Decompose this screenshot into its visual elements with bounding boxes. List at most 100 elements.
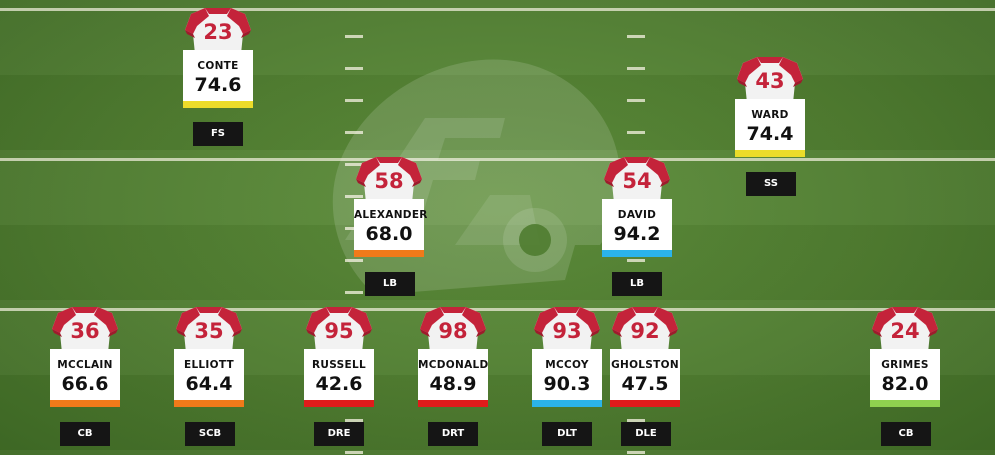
jersey-icon xyxy=(604,157,670,203)
hash-mark xyxy=(345,163,363,166)
grade-card: GHOLSTON 47.5 xyxy=(610,349,680,407)
jersey-number: 98 xyxy=(438,319,468,343)
hash-mark xyxy=(345,259,363,262)
position-label: SCB xyxy=(185,422,235,446)
player-grade: 82.0 xyxy=(881,373,929,395)
hash-mark xyxy=(627,99,645,102)
grade-color-bar xyxy=(174,400,244,407)
jersey-number: 23 xyxy=(203,20,233,44)
position-label: SS xyxy=(746,172,796,196)
player-card[interactable]: 95 RUSSELL 42.6 xyxy=(304,307,374,407)
jersey-number: 36 xyxy=(70,319,100,343)
yard-line xyxy=(0,8,995,11)
hash-mark xyxy=(345,419,363,422)
grade-card: ELLIOTT 64.4 xyxy=(174,349,244,407)
jersey: 24 xyxy=(870,307,940,353)
grade-color-bar xyxy=(304,400,374,407)
hash-mark xyxy=(345,35,363,38)
grade-color-bar xyxy=(50,400,120,407)
jersey-icon xyxy=(534,307,600,353)
player-grade: 90.3 xyxy=(543,373,591,395)
player-card[interactable]: 54 DAVID 94.2 xyxy=(602,157,672,257)
jersey: 58 xyxy=(354,157,424,203)
jersey: 43 xyxy=(735,57,805,103)
hash-mark xyxy=(345,451,363,454)
position-label: LB xyxy=(365,272,415,296)
player-name: GRIMES xyxy=(881,359,929,371)
hash-mark xyxy=(627,35,645,38)
grade-color-bar xyxy=(354,250,424,257)
player-grade: 42.6 xyxy=(315,373,363,395)
hash-mark xyxy=(627,259,645,262)
jersey-number: 54 xyxy=(622,169,652,193)
hash-mark xyxy=(627,131,645,134)
jersey-number: 35 xyxy=(194,319,224,343)
grade-card: MCCOY 90.3 xyxy=(532,349,602,407)
player-name: ELLIOTT xyxy=(183,359,235,371)
grade-card: ALEXANDER 68.0 xyxy=(354,199,428,257)
player-card[interactable]: 23 CONTE 74.6 xyxy=(183,8,253,108)
grade-card: DAVID 94.2 xyxy=(602,199,672,257)
jersey-number: 24 xyxy=(890,319,920,343)
player-grade: 94.2 xyxy=(613,223,661,245)
jersey-icon xyxy=(52,307,118,353)
player-name: MCCLAIN xyxy=(57,359,113,371)
player-card[interactable]: 35 ELLIOTT 64.4 xyxy=(174,307,244,407)
jersey: 95 xyxy=(304,307,374,353)
position-label: DRE xyxy=(314,422,364,446)
jersey: 54 xyxy=(602,157,672,203)
player-card[interactable]: 93 MCCOY 90.3 xyxy=(532,307,602,407)
player-grade: 68.0 xyxy=(365,223,413,245)
jersey-icon xyxy=(306,307,372,353)
player-card[interactable]: 98 MCDONALD 48.9 xyxy=(418,307,488,407)
jersey: 36 xyxy=(50,307,120,353)
jersey-number: 43 xyxy=(755,69,785,93)
jersey-icon xyxy=(872,307,938,353)
player-grade: 74.6 xyxy=(194,74,242,96)
position-label: LB xyxy=(612,272,662,296)
jersey-icon xyxy=(356,157,422,203)
grade-color-bar xyxy=(532,400,602,407)
jersey-icon xyxy=(420,307,486,353)
grade-color-bar xyxy=(870,400,940,407)
position-label: DRT xyxy=(428,422,478,446)
jersey: 92 xyxy=(610,307,680,353)
player-name: MCDONALD xyxy=(418,359,489,371)
player-card[interactable]: 43 WARD 74.4 xyxy=(735,57,805,157)
player-grade: 74.4 xyxy=(746,123,794,145)
player-grade: 64.4 xyxy=(185,373,233,395)
jersey-icon xyxy=(176,307,242,353)
jersey-number: 93 xyxy=(552,319,582,343)
position-label: CB xyxy=(881,422,931,446)
grade-card: GRIMES 82.0 xyxy=(870,349,940,407)
player-name: RUSSELL xyxy=(312,359,366,371)
grade-card: MCDONALD 48.9 xyxy=(418,349,488,407)
jersey-number: 92 xyxy=(630,319,660,343)
position-label: DLT xyxy=(542,422,592,446)
player-grade: 47.5 xyxy=(621,373,669,395)
grade-color-bar xyxy=(418,400,488,407)
player-card[interactable]: 92 GHOLSTON 47.5 xyxy=(610,307,680,407)
hash-mark xyxy=(627,67,645,70)
player-name: MCCOY xyxy=(545,359,589,371)
player-card[interactable]: 36 MCCLAIN 66.6 xyxy=(50,307,120,407)
position-label: DLE xyxy=(621,422,671,446)
player-card[interactable]: 58 ALEXANDER 68.0 xyxy=(354,157,428,257)
player-name: GHOLSTON xyxy=(611,359,679,371)
grade-card: MCCLAIN 66.6 xyxy=(50,349,120,407)
grade-color-bar xyxy=(183,101,253,108)
grade-color-bar xyxy=(735,150,805,157)
grade-color-bar xyxy=(610,400,680,407)
player-name: WARD xyxy=(751,109,789,121)
player-grade: 48.9 xyxy=(429,373,477,395)
hash-mark xyxy=(345,195,363,198)
player-name: CONTE xyxy=(197,60,239,72)
player-card[interactable]: 24 GRIMES 82.0 xyxy=(870,307,940,407)
player-name: ALEXANDER xyxy=(354,209,428,221)
jersey: 98 xyxy=(418,307,488,353)
jersey: 23 xyxy=(183,8,253,54)
hash-mark xyxy=(627,451,645,454)
jersey-number: 58 xyxy=(374,169,404,193)
player-grade: 66.6 xyxy=(61,373,109,395)
